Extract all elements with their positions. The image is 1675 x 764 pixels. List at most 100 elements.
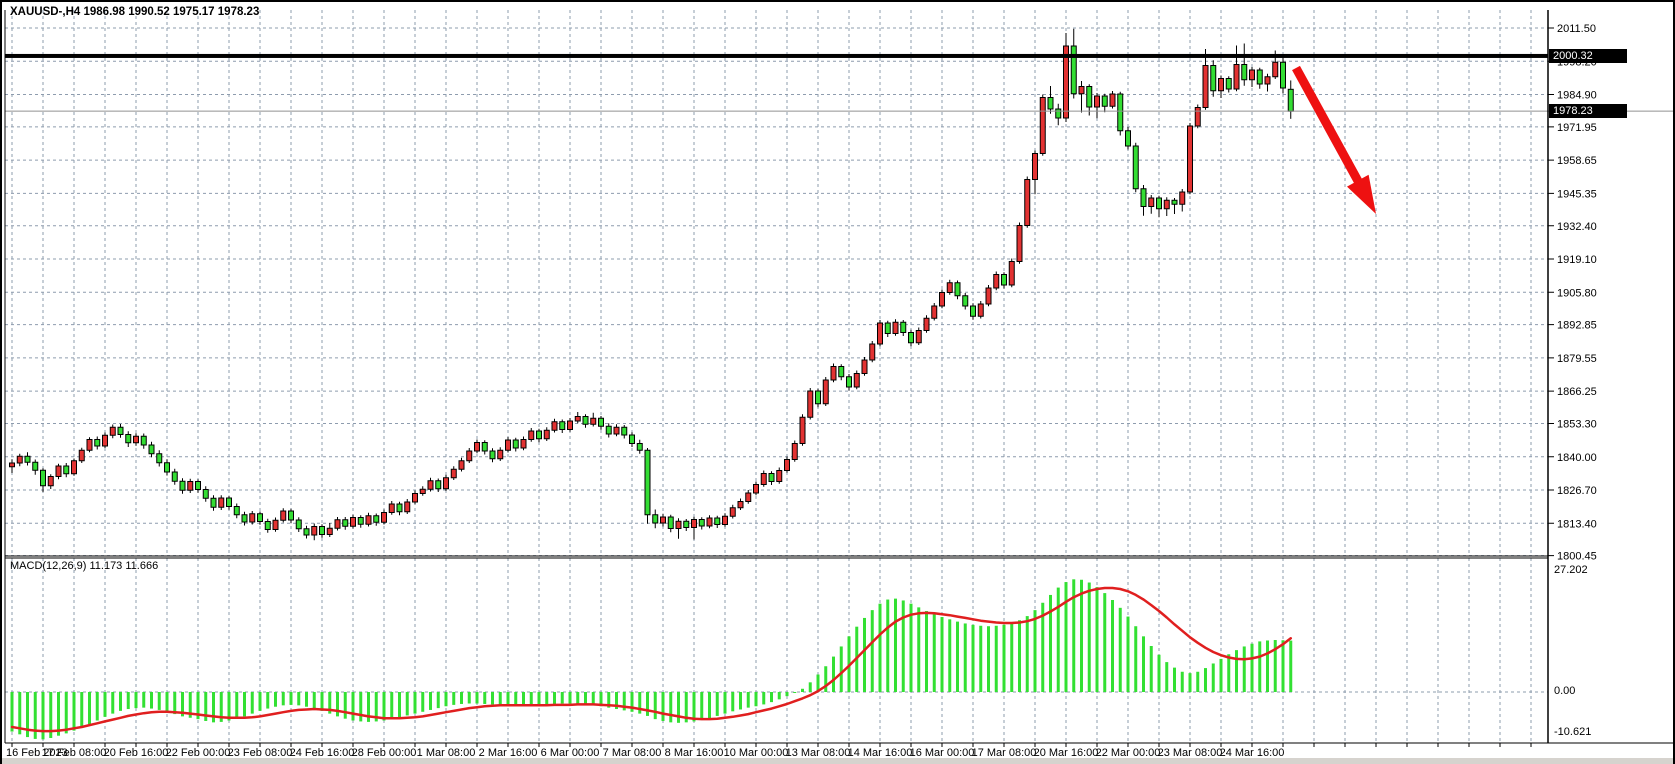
- candle-body: [257, 513, 263, 522]
- candle-body: [838, 366, 845, 378]
- candle-body: [86, 439, 93, 451]
- candle-body: [226, 497, 232, 507]
- candle-body: [985, 287, 992, 305]
- candle: [636, 439, 643, 454]
- candle: [55, 463, 62, 480]
- macd-histogram-bar: [18, 692, 22, 735]
- candle-body: [675, 520, 682, 529]
- candle-body: [830, 366, 837, 381]
- candle-body: [505, 439, 511, 451]
- candle: [543, 427, 550, 441]
- macd-histogram-bar: [700, 692, 704, 721]
- time-axis-label: 24 Mar 16:00: [1220, 747, 1285, 759]
- macd-histogram-bar: [243, 692, 246, 717]
- macd-histogram-bar: [770, 692, 773, 703]
- sell-arrow-annotation[interactable]: [1292, 65, 1376, 214]
- time-axis-label: 22 Mar 00:00: [1096, 747, 1161, 759]
- time-axis-label: 7 Mar 08:00: [603, 747, 662, 759]
- candle-body: [528, 430, 535, 440]
- candle: [466, 448, 473, 463]
- time-axis-label: 24 Feb 16:00: [290, 747, 355, 759]
- candle: [528, 428, 535, 442]
- macd-histogram-bar: [1134, 626, 1138, 692]
- candle-body: [1086, 86, 1093, 108]
- candle: [450, 466, 457, 480]
- candle: [1179, 189, 1186, 212]
- candle-body: [536, 430, 542, 440]
- candle-body: [195, 481, 201, 490]
- candle: [1249, 67, 1255, 87]
- candle: [9, 459, 15, 473]
- candle: [1125, 127, 1131, 150]
- candle: [156, 450, 163, 467]
- candle: [78, 447, 85, 463]
- macd-histogram-bar: [746, 692, 750, 708]
- candle-body: [861, 359, 868, 374]
- candle: [706, 515, 713, 529]
- candle: [753, 481, 759, 496]
- candle: [1280, 57, 1286, 94]
- candle-body: [342, 519, 349, 527]
- macd-histogram-bar: [328, 692, 332, 714]
- macd-histogram-bar: [529, 692, 533, 706]
- candle: [714, 515, 721, 528]
- candle: [187, 478, 194, 493]
- candle-body: [1194, 107, 1201, 127]
- macd-histogram-bar: [80, 692, 84, 728]
- macd-histogram-bar: [181, 692, 184, 717]
- macd-histogram-bar: [553, 692, 556, 704]
- macd-histogram-bar: [150, 692, 153, 709]
- candle-body: [40, 469, 46, 487]
- candle: [799, 414, 806, 446]
- macd-histogram-bar: [669, 692, 673, 723]
- candle-body: [1101, 95, 1108, 107]
- grid-layer: [5, 10, 1548, 743]
- candle-body: [303, 528, 310, 536]
- candle: [567, 418, 573, 432]
- candle-body: [559, 421, 566, 430]
- candle-body: [923, 317, 930, 331]
- candle: [1148, 195, 1155, 214]
- candle-body: [714, 517, 721, 525]
- macd-histogram-bar: [103, 692, 107, 717]
- macd-histogram-bar: [1033, 610, 1037, 692]
- macd-histogram-bar: [475, 692, 479, 704]
- macd-histogram-bar: [460, 692, 463, 704]
- macd-histogram-bar: [165, 692, 169, 712]
- macd-histogram-bar: [545, 692, 549, 705]
- macd-histogram-bar: [390, 692, 394, 720]
- candle-body: [582, 416, 589, 425]
- price-axis-label: 1840.00: [1557, 452, 1597, 464]
- macd-scale-max: 27.202: [1554, 564, 1588, 576]
- macd-histogram-bar: [1118, 607, 1122, 692]
- candle-body: [598, 417, 604, 427]
- candle-body: [590, 417, 597, 425]
- time-axis-label: 2 Mar 16:00: [479, 747, 538, 759]
- time-axis-label: 14 Mar 16:00: [848, 747, 913, 759]
- time-axis-label: 23 Feb 08:00: [228, 747, 293, 759]
- candle-body: [450, 468, 457, 479]
- macd-histogram-bar: [398, 692, 401, 718]
- candle: [32, 459, 39, 475]
- candle: [574, 412, 581, 424]
- candle-body: [1055, 108, 1062, 119]
- candle-body: [164, 462, 170, 473]
- candle: [357, 515, 364, 528]
- price-axis-label: 1971.95: [1557, 122, 1597, 134]
- candle-body: [419, 488, 426, 494]
- candle-body: [202, 489, 209, 499]
- candle: [1194, 104, 1201, 129]
- candle: [241, 511, 248, 526]
- candle-body: [605, 425, 612, 435]
- candle: [644, 448, 651, 524]
- candle-body: [691, 519, 697, 528]
- candle: [853, 370, 860, 390]
- macd-histogram-bar: [522, 692, 525, 706]
- candle-body: [443, 477, 449, 490]
- candle-body: [1171, 199, 1178, 205]
- candle: [861, 357, 868, 376]
- candle: [551, 418, 558, 433]
- price-axis-label: 1813.40: [1557, 518, 1597, 530]
- macd-histogram-bar: [1111, 600, 1114, 692]
